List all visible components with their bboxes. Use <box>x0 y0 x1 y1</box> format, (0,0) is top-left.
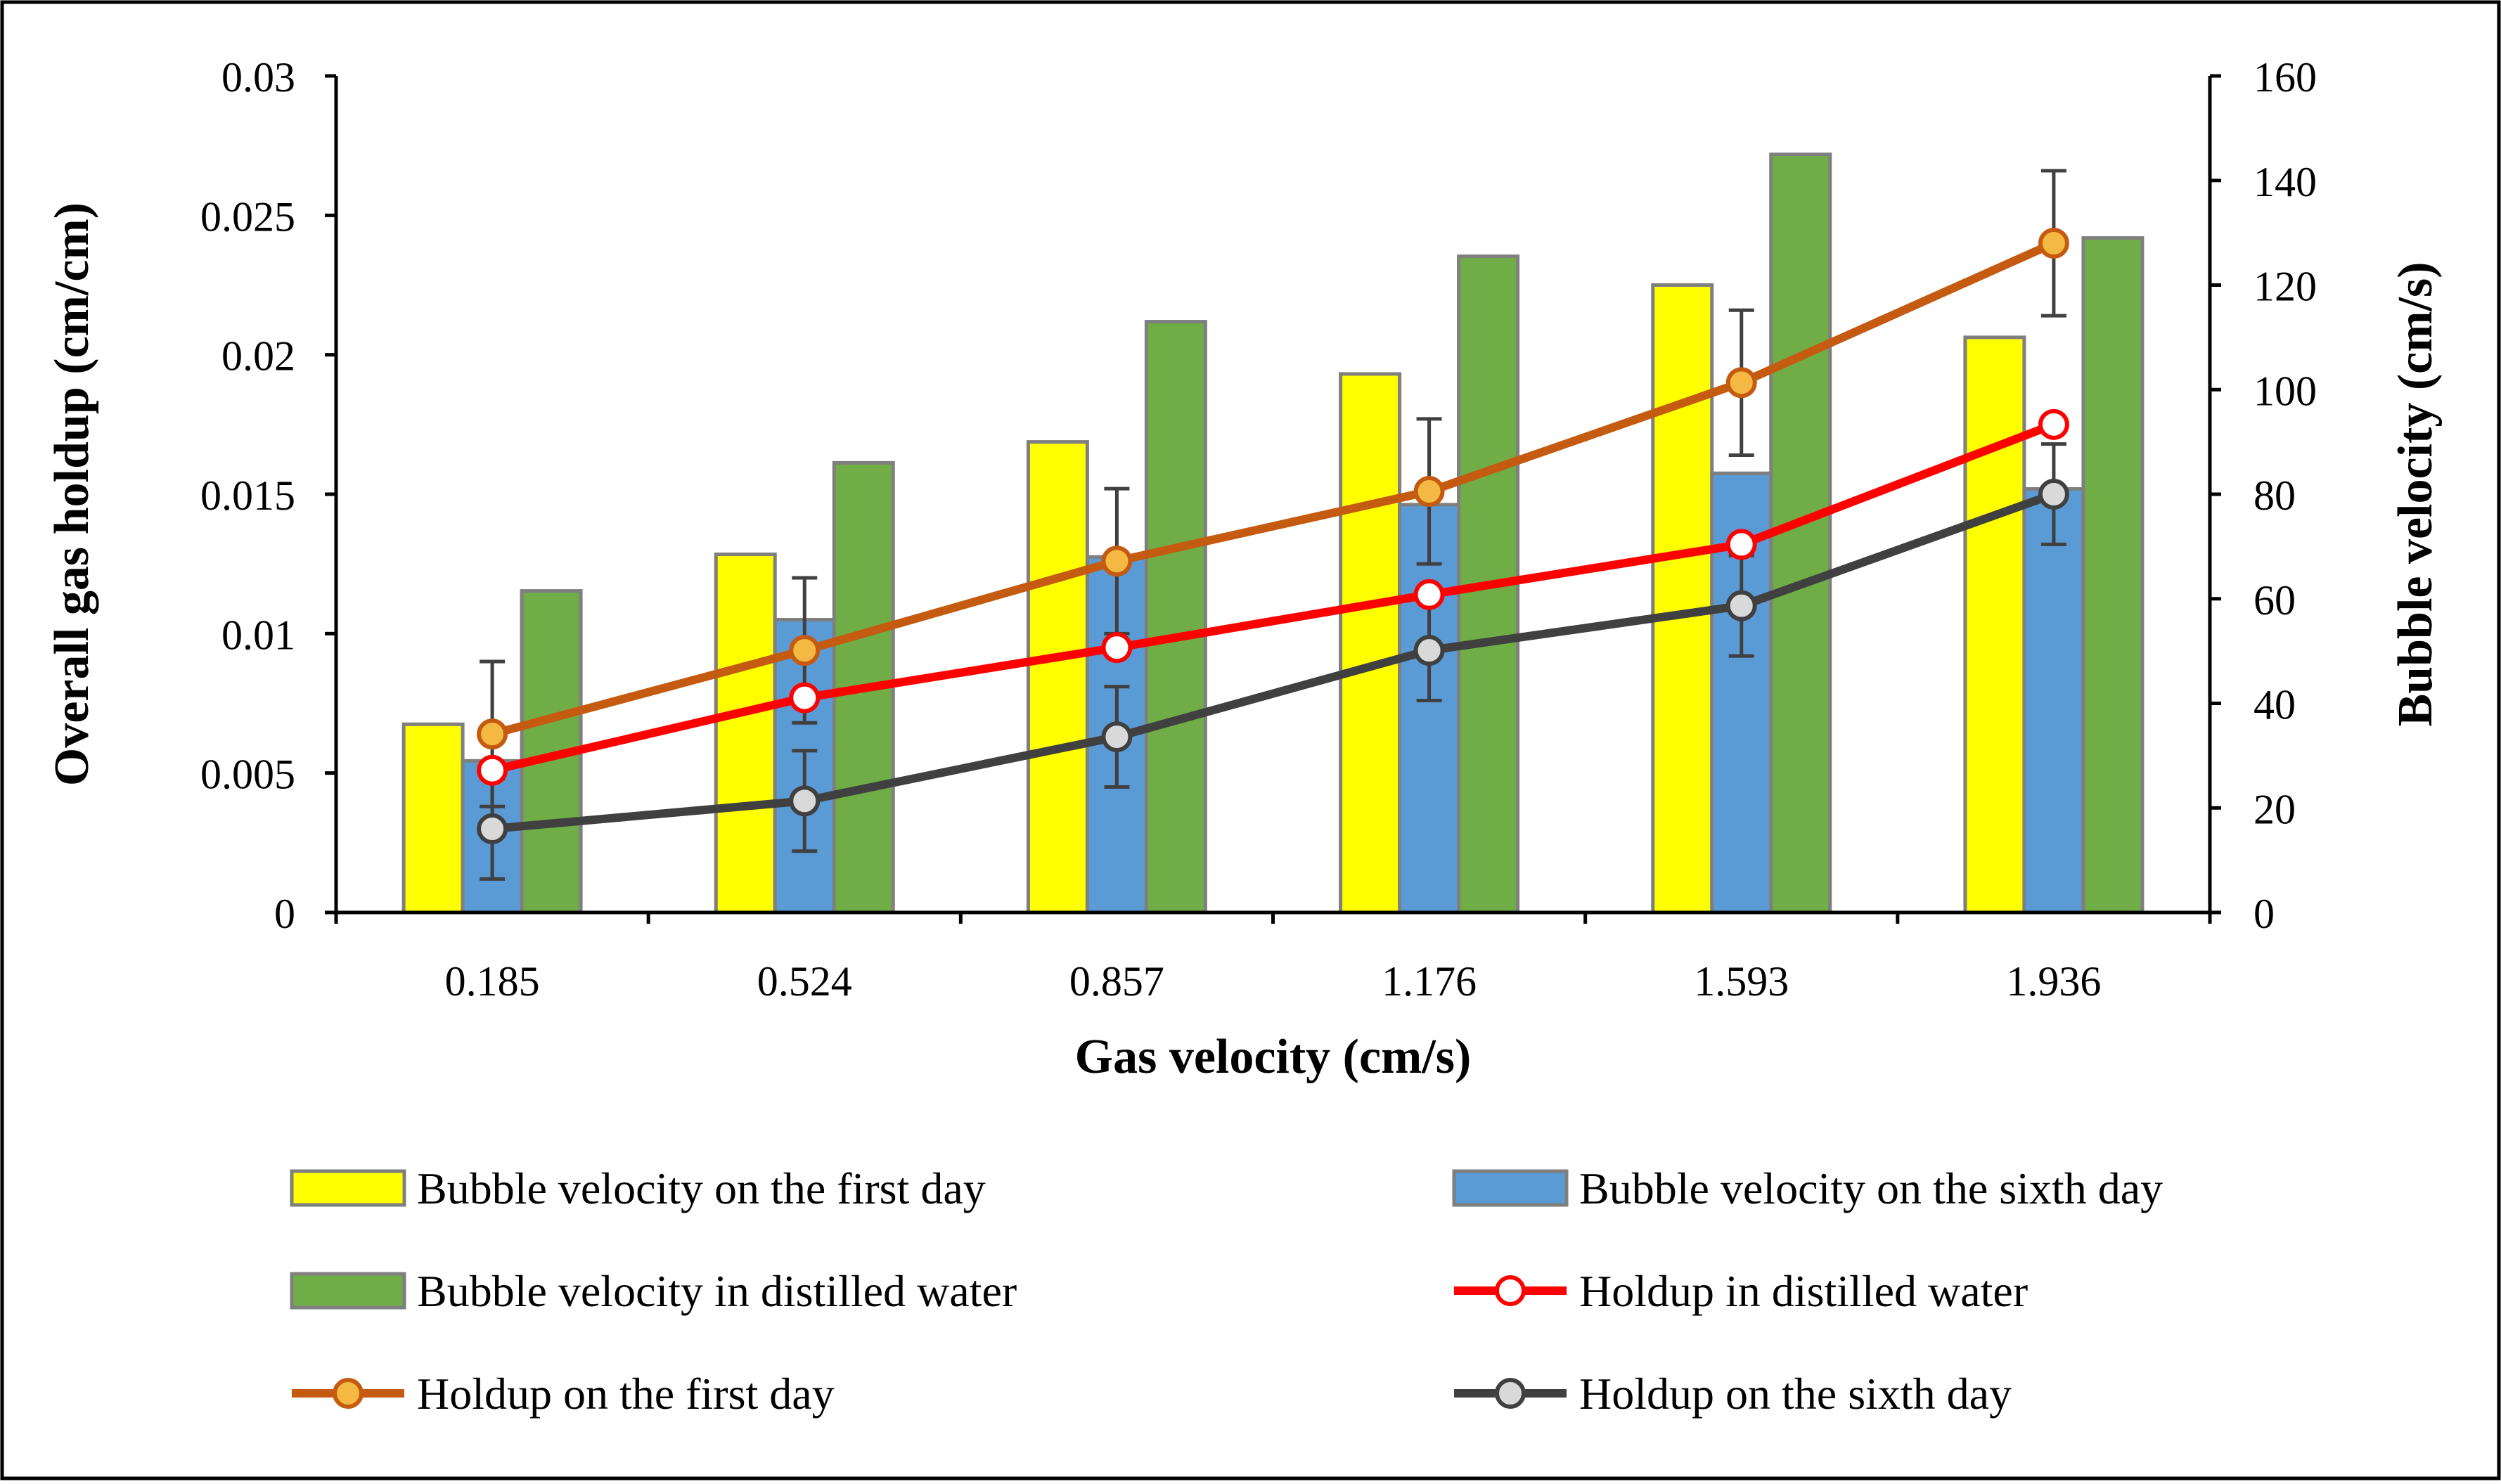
point-2-4 <box>1413 476 1445 508</box>
point-1-4 <box>1413 579 1445 610</box>
point-3-5 <box>1725 590 1757 621</box>
bar-3-3 <box>1144 320 1207 915</box>
point-2-2 <box>789 635 821 666</box>
x-tick-label: 0.857 <box>1069 958 1164 1005</box>
y-right-tick-label: 40 <box>2254 682 2296 728</box>
legend-label: Bubble velocity in distilled water <box>417 1266 1017 1316</box>
legend-swatch-1 <box>290 1169 406 1207</box>
legend-label: Bubble velocity on the sixth day <box>1579 1163 2163 1213</box>
point-3-1 <box>477 813 508 844</box>
point-3-2 <box>789 785 821 817</box>
y-left-tick-label: 0.015 <box>200 472 295 519</box>
y-right-tick-label: 0 <box>2254 891 2275 937</box>
point-1-1 <box>477 754 508 786</box>
legend-label: Bubble velocity on the first day <box>417 1163 986 1213</box>
y-right-tick-label: 60 <box>2254 577 2296 624</box>
y-left-tick-label: 0.02 <box>221 333 295 380</box>
x-tick-label: 1.176 <box>1382 958 1477 1005</box>
line-series-2 <box>491 239 2056 738</box>
y-right-tick-label: 140 <box>2254 159 2317 205</box>
point-3-4 <box>1413 635 1445 666</box>
point-1-2 <box>789 682 821 714</box>
point-2-3 <box>1101 546 1133 577</box>
legend-label: Holdup on the first day <box>417 1369 835 1419</box>
bar-1-1 <box>401 722 465 915</box>
y-right-tick-label: 20 <box>2254 786 2296 832</box>
y-right-tick-label: 80 <box>2254 472 2296 519</box>
x-tick-label: 1.936 <box>2006 958 2101 1005</box>
bar-2-4 <box>1398 503 1461 915</box>
point-3-6 <box>2038 479 2069 510</box>
bar-1-3 <box>1026 440 1089 915</box>
bar-2-6 <box>2022 487 2085 915</box>
bar-3-6 <box>2081 236 2145 915</box>
line-series-3 <box>491 490 2055 833</box>
legend-marker-6 <box>1495 1378 1526 1409</box>
point-1-5 <box>1725 529 1757 560</box>
x-axis-title: Gas velocity (cm/s) <box>1075 1030 1472 1084</box>
legend-label: Holdup on the sixth day <box>1579 1369 2012 1419</box>
x-tick-label: 1.593 <box>1694 958 1789 1005</box>
point-2-6 <box>2038 228 2069 259</box>
point-1-6 <box>2038 408 2069 440</box>
legend-marker-5 <box>333 1378 364 1409</box>
y-axis-right-title: Bubble velocity (cm/s) <box>2389 262 2443 726</box>
y-right-tick-label: 120 <box>2254 264 2317 310</box>
point-3-3 <box>1101 721 1133 753</box>
y-left-tick-label: 0.025 <box>200 193 295 240</box>
bar-1-2 <box>714 553 777 915</box>
y-right-tick-label: 160 <box>2254 54 2317 101</box>
point-2-1 <box>477 718 508 750</box>
y-right-tick-label: 100 <box>2254 368 2317 414</box>
y-left-tick-label: 0.005 <box>200 751 295 798</box>
y-axis-left-title: Overall gas holdup (cm/cm) <box>45 202 99 786</box>
legend-swatch-3 <box>290 1272 406 1310</box>
line-series-1 <box>491 420 2056 775</box>
bar-1-6 <box>1963 335 2026 915</box>
point-1-3 <box>1101 632 1133 664</box>
legend-swatch-2 <box>1452 1169 1569 1207</box>
legend-marker-4 <box>1495 1275 1526 1306</box>
bar-1-5 <box>1651 283 1714 915</box>
x-tick-label: 0.524 <box>757 958 852 1005</box>
y-left-tick-label: 0 <box>274 891 295 937</box>
y-left-tick-label: 0.01 <box>221 612 295 658</box>
point-2-5 <box>1725 367 1757 399</box>
legend-label: Holdup in distilled water <box>1579 1266 2028 1316</box>
x-tick-label: 0.185 <box>445 958 540 1005</box>
bar-1-4 <box>1339 372 1402 915</box>
y-left-tick-label: 0.03 <box>221 54 295 101</box>
